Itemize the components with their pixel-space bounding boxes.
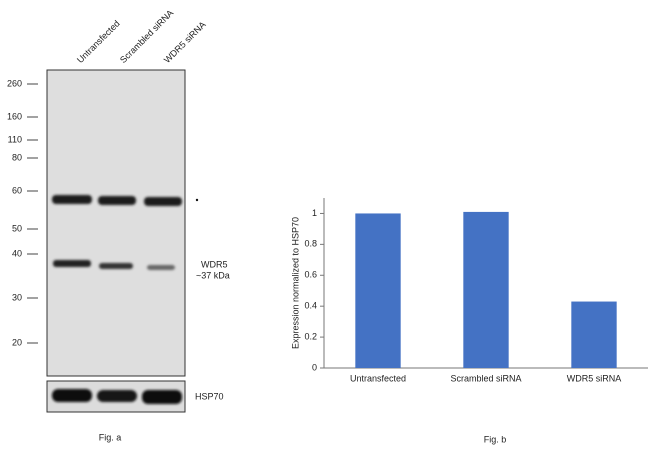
marker-label: 80 [12,152,22,162]
marker-label: 60 [12,185,22,195]
blot-membrane [46,69,186,377]
marker-label: 260 [7,78,22,88]
y-tick-label: 0 [312,362,317,372]
bar [463,211,509,368]
marker-label: 160 [7,111,22,121]
y-tick-label: 1 [312,208,317,218]
band-size: ~37 kDa [196,270,230,280]
bar [571,301,617,368]
x-tick-label: Untransfected [350,373,406,383]
x-tick-label: Scrambled siRNA [450,373,521,383]
marker-label: 110 [8,134,22,144]
marker-label: 50 [12,223,22,233]
control-bands [52,389,182,404]
y-tick-label: 0.2 [304,331,317,341]
lane-label: Untransfected [75,18,122,65]
band-label: WDR5 [201,259,228,269]
blot-bands [52,195,182,270]
bar-chart: Expression normalized to HSP70 Fig. b 0 0… [290,198,648,444]
control-label: HSP70 [195,391,224,401]
bar [355,213,401,368]
marker-label: 40 [12,248,22,258]
y-tick-label: 0.6 [304,270,317,280]
dot [195,198,199,202]
caption: Fig. b [484,434,507,444]
marker-label: 30 [12,292,22,302]
y-tick-label: 0.8 [304,239,317,249]
y-tick-label: 0.4 [304,301,317,311]
blot-panel: Untransfected Scrambled siRNA WDR5 siRNA… [46,8,230,442]
marker-label: 20 [12,337,22,347]
x-tick-label: WDR5 siRNA [567,373,622,383]
y-axis-label: Expression normalized to HSP70 [290,217,300,349]
lane-label: WDR5 siRNA [162,19,208,65]
caption: Fig. a [99,432,122,442]
